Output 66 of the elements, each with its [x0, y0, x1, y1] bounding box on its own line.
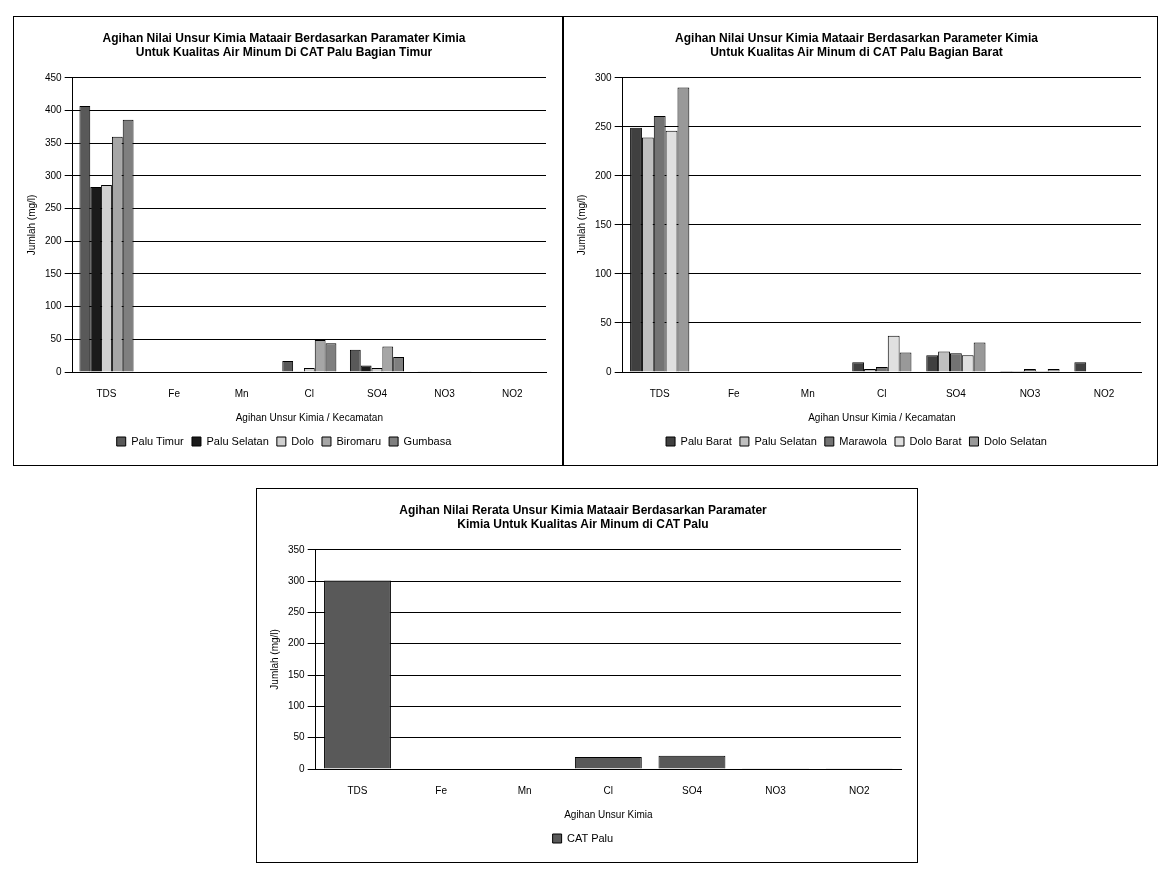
y-tick-label: 400 — [45, 104, 63, 116]
legend-label: Biromaru — [336, 434, 382, 447]
y-tick-label: 250 — [45, 202, 63, 214]
y-tick-label: 200 — [45, 234, 63, 246]
y-tick-label: 150 — [288, 668, 306, 680]
y-tick-label: 450 — [45, 71, 63, 83]
x-axis-title: Agihan Unsur Kimia — [564, 808, 653, 820]
legend-label: Marawola — [839, 434, 888, 447]
y-tick-label: 50 — [293, 731, 306, 743]
y-tick-label: 0 — [299, 762, 306, 774]
x-tick-label: SO4 — [945, 387, 967, 399]
y-tick-label: 300 — [45, 169, 63, 181]
legend-label: Gumbasa — [403, 434, 453, 447]
legend-label: Dolo Selatan — [983, 434, 1047, 447]
x-tick-label: NO2 — [1093, 387, 1115, 399]
y-tick-label: 100 — [45, 300, 63, 312]
x-tick-label: NO3 — [434, 387, 456, 399]
x-axis-title: Agihan Unsur Kimia / Kecamatan — [808, 411, 956, 423]
y-tick-label: 100 — [288, 700, 306, 712]
y-tick-label: 250 — [595, 120, 613, 132]
y-axis-title: Jumlah (mg/l) — [575, 194, 587, 256]
x-tick-label: Mn — [517, 784, 532, 796]
x-tick-label: Mn — [234, 387, 249, 399]
x-tick-label: NO3 — [1019, 387, 1041, 399]
y-tick-label: 350 — [45, 136, 63, 148]
x-tick-label: SO4 — [681, 784, 703, 796]
legend-label: CAT Palu — [567, 831, 614, 844]
y-tick-label: 200 — [288, 637, 306, 649]
x-tick-label: Mn — [800, 387, 815, 399]
x-tick-label: NO2 — [501, 387, 523, 399]
x-tick-label: TDS — [347, 784, 368, 796]
legend-label: Palu Selatan — [206, 434, 269, 447]
y-tick-label: 0 — [56, 365, 63, 377]
legend-label: Palu Barat — [680, 434, 732, 447]
chart-title: Agihan Nilai Rerata Unsur Kimia Mataair Berdasarkan Paramater Kimia Untuk Kualitas Air Minum di CAT Palu — [399, 502, 768, 531]
y-tick-label: 250 — [288, 606, 306, 618]
y-tick-label: 150 — [595, 218, 613, 230]
x-axis-title: Agihan Unsur Kimia / Kecamatan — [235, 411, 383, 423]
x-tick-label: NO2 — [848, 784, 870, 796]
x-tick-label: Fe — [435, 784, 448, 796]
x-tick-label: Cl — [304, 387, 315, 399]
y-axis-title: Jumlah (mg/l) — [268, 629, 280, 690]
x-tick-label: NO3 — [765, 784, 787, 796]
x-tick-label: SO4 — [366, 387, 388, 399]
x-tick-label: Fe — [168, 387, 181, 399]
y-tick-label: 100 — [595, 267, 613, 279]
x-tick-label: Cl — [603, 784, 614, 796]
legend-label: Dolo Barat — [909, 434, 962, 447]
x-tick-label: Fe — [727, 387, 741, 399]
x-tick-label: TDS — [96, 387, 117, 399]
y-axis-title: Jumlah (mg/l) — [25, 194, 37, 256]
y-tick-label: 350 — [288, 543, 306, 555]
y-tick-label: 0 — [606, 365, 613, 377]
y-tick-label: 50 — [600, 316, 613, 328]
y-tick-label: 150 — [45, 267, 63, 279]
chart-title: Agihan Nilai Unsur Kimia Mataair Berdasarkan Parameter Kimia Untuk Kualitas Air Minum di CAT Palu Bagian Barat — [675, 30, 1039, 59]
chart-title: Agihan Nilai Unsur Kimia Mataair Berdasarkan Paramater Kimia Untuk Kualitas Air Minum Di CAT Palu Bagian Timur — [102, 30, 466, 59]
legend-label: Palu Timur — [131, 434, 185, 447]
x-tick-label: TDS — [649, 387, 671, 399]
legend-label: Palu Selatan — [754, 434, 817, 447]
legend-label: Dolo — [291, 434, 314, 447]
y-tick-label: 50 — [50, 333, 63, 345]
y-tick-label: 300 — [595, 71, 613, 83]
y-tick-label: 200 — [595, 169, 613, 181]
x-tick-label: Cl — [877, 387, 887, 399]
y-tick-label: 300 — [288, 574, 306, 586]
